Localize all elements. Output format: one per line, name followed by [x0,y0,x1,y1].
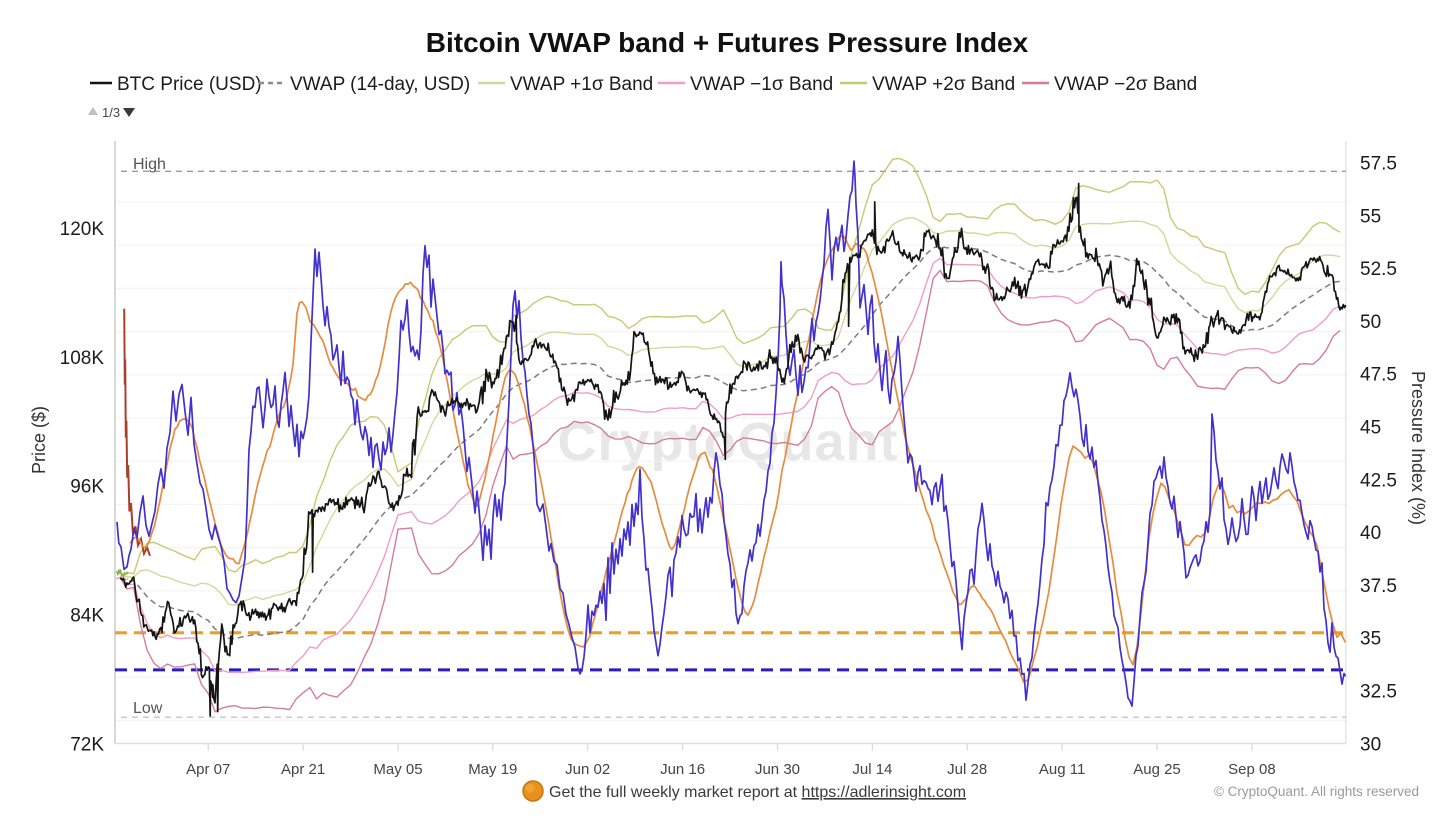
svg-text:Jun 02: Jun 02 [565,761,610,778]
svg-text:VWAP +1σ Band: VWAP +1σ Band [510,74,653,95]
svg-text:55: 55 [1360,206,1381,227]
svg-text:Price ($): Price ($) [29,406,49,474]
svg-text:37.5: 37.5 [1360,576,1397,597]
svg-text:120K: 120K [60,219,105,240]
svg-text:Sep 08: Sep 08 [1228,761,1276,778]
svg-text:72K: 72K [70,734,104,755]
svg-text:Get the full weekly market rep: Get the full weekly market report at htt… [549,784,966,801]
svg-text:1/3: 1/3 [102,105,120,120]
svg-text:32.5: 32.5 [1360,682,1397,703]
svg-text:45: 45 [1360,418,1381,439]
svg-text:© CryptoQuant. All rights rese: © CryptoQuant. All rights reserved [1214,784,1419,799]
svg-text:VWAP −2σ Band: VWAP −2σ Band [1054,74,1197,95]
svg-text:50: 50 [1360,312,1381,333]
svg-text:VWAP (14-day, USD): VWAP (14-day, USD) [290,74,470,95]
svg-text:40: 40 [1360,523,1381,544]
svg-text:Aug 11: Aug 11 [1039,761,1085,778]
svg-text:Jun 16: Jun 16 [660,761,705,778]
svg-text:Apr 21: Apr 21 [281,761,325,778]
svg-text:108K: 108K [60,348,105,369]
svg-text:30: 30 [1360,734,1381,755]
svg-text:42.5: 42.5 [1360,470,1397,491]
svg-text:96K: 96K [70,477,104,498]
svg-text:Jul 28: Jul 28 [947,761,987,778]
svg-text:VWAP −1σ Band: VWAP −1σ Band [690,74,833,95]
svg-text:35: 35 [1360,629,1381,650]
svg-text:Jun 30: Jun 30 [755,761,800,778]
svg-text:Jul 14: Jul 14 [852,761,892,778]
svg-text:VWAP +2σ Band: VWAP +2σ Band [872,74,1015,95]
svg-text:May 05: May 05 [373,761,422,778]
svg-text:High: High [133,156,166,173]
svg-text:57.5: 57.5 [1360,154,1397,175]
svg-text:Apr 07: Apr 07 [186,761,230,778]
svg-text:BTC Price (USD): BTC Price (USD) [117,74,262,95]
svg-text:CryptoQuant: CryptoQuant [558,412,899,472]
svg-text:52.5: 52.5 [1360,259,1397,280]
svg-text:Aug 25: Aug 25 [1133,761,1181,778]
svg-text:84K: 84K [70,606,104,627]
svg-text:May 19: May 19 [468,761,517,778]
svg-text:Low: Low [133,700,163,717]
svg-text:47.5: 47.5 [1360,365,1397,386]
svg-text:Bitcoin VWAP band + Futures Pr: Bitcoin VWAP band + Futures Pressure Ind… [426,27,1029,58]
svg-text:Pressure Index (%): Pressure Index (%) [1408,371,1428,525]
